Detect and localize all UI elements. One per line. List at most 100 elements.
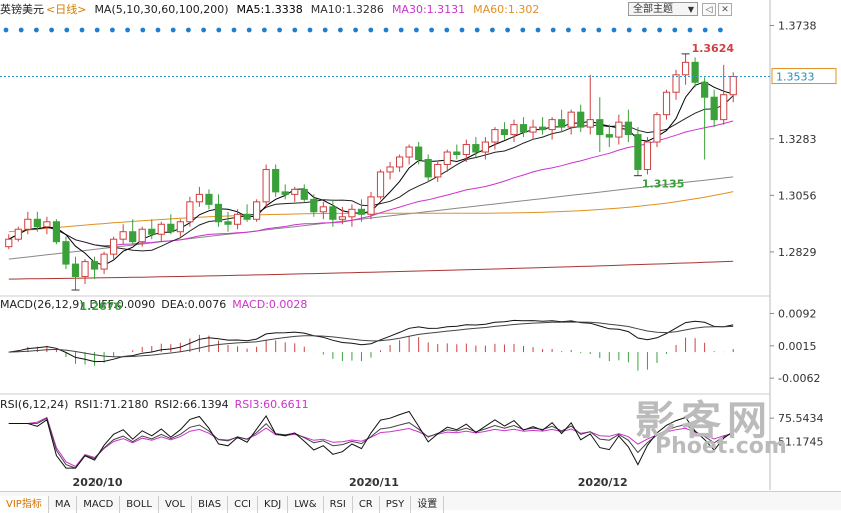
candle-up[interactable] (81, 261, 89, 278)
close-icon[interactable]: ✕ (718, 3, 732, 16)
candle-up[interactable] (348, 208, 356, 218)
candle-up[interactable] (729, 76, 737, 96)
candle-down[interactable] (415, 146, 423, 160)
marker-dot (170, 27, 176, 33)
candle-up[interactable] (395, 156, 404, 168)
candle-up[interactable] (110, 238, 118, 255)
candle-up[interactable] (5, 238, 13, 248)
candle-down[interactable] (33, 218, 41, 228)
candle-up[interactable] (672, 74, 680, 93)
candle-up[interactable] (529, 126, 537, 133)
tab-settings[interactable]: 设置 (411, 496, 445, 513)
candle-up[interactable] (195, 193, 204, 203)
candle-up[interactable] (643, 141, 652, 170)
candle-up[interactable] (443, 151, 451, 165)
candle-up[interactable] (720, 94, 728, 121)
period-label[interactable]: <日线> (46, 3, 87, 16)
rsi-title[interactable]: RSI(6,12,24) (0, 398, 69, 411)
candle-down[interactable] (500, 129, 509, 136)
theme-dropdown[interactable]: 全部主题 ▼ (628, 2, 698, 16)
candle-up[interactable] (291, 188, 299, 195)
candle-up[interactable] (662, 91, 671, 116)
candle-down[interactable] (71, 263, 80, 278)
candle-up[interactable] (548, 119, 556, 131)
tab-lw[interactable]: LW& (288, 496, 324, 513)
candle-up[interactable] (481, 141, 489, 153)
candle-down[interactable] (167, 223, 175, 233)
candle-up[interactable] (510, 124, 518, 136)
candle-up[interactable] (253, 201, 261, 220)
candle-down[interactable] (596, 119, 604, 136)
candle-down[interactable] (357, 208, 366, 215)
candle-up[interactable] (233, 213, 242, 225)
candle-down[interactable] (634, 134, 642, 170)
candle-up[interactable] (24, 218, 32, 230)
candle-up[interactable] (681, 61, 690, 76)
tab-bias[interactable]: BIAS (192, 496, 229, 513)
candle-up[interactable] (43, 221, 51, 228)
tab-psy[interactable]: PSY (380, 496, 412, 513)
candle-up[interactable] (14, 228, 22, 240)
candle-up[interactable] (462, 144, 470, 156)
candle-down[interactable] (205, 193, 213, 205)
candle-down[interactable] (272, 168, 280, 193)
tab-kdj[interactable]: KDJ (258, 496, 289, 513)
candle-down[interactable] (329, 206, 337, 220)
candle-up[interactable] (367, 196, 375, 215)
tab-ma[interactable]: MA (49, 496, 78, 513)
candle-up[interactable] (615, 121, 623, 138)
candle-up[interactable] (138, 228, 146, 243)
candle-up[interactable] (434, 163, 442, 178)
candle-down[interactable] (424, 158, 432, 178)
candle-down[interactable] (52, 221, 61, 243)
candle-up[interactable] (186, 201, 194, 223)
candle-down[interactable] (310, 198, 318, 213)
candle-down[interactable] (624, 121, 632, 136)
tab-boll[interactable]: BOLL (120, 496, 159, 513)
candle-down[interactable] (472, 144, 480, 153)
macd-title[interactable]: MACD(26,12,9) (0, 298, 84, 311)
candle-down[interactable] (300, 188, 308, 200)
candle-up[interactable] (157, 223, 165, 235)
candle-down[interactable] (129, 231, 137, 243)
candle-up[interactable] (176, 221, 184, 233)
candle-down[interactable] (605, 134, 613, 138)
candle-up[interactable] (567, 111, 575, 128)
candle-up[interactable] (100, 253, 108, 270)
candle-up[interactable] (319, 206, 327, 213)
candle-down[interactable] (691, 61, 699, 83)
candle-down[interactable] (538, 126, 547, 131)
candle-down[interactable] (148, 228, 156, 235)
candle-down[interactable] (453, 151, 461, 156)
candle-up[interactable] (376, 171, 385, 198)
prev-icon[interactable]: ◁ (702, 3, 716, 16)
candle-down[interactable] (558, 119, 566, 128)
candle-down[interactable] (62, 241, 70, 265)
candle-down[interactable] (243, 213, 251, 220)
candle-up[interactable] (405, 146, 413, 158)
candle-down[interactable] (701, 81, 709, 98)
candle-up[interactable] (262, 168, 270, 203)
candle-down[interactable] (281, 191, 289, 195)
candle-down[interactable] (224, 221, 232, 225)
y-tick-label: 1.3056 (778, 189, 817, 202)
tab-macd[interactable]: MACD (77, 496, 121, 513)
candle-up[interactable] (491, 129, 499, 143)
tab-rsi[interactable]: RSI (324, 496, 353, 513)
candle-up[interactable] (338, 216, 347, 220)
tab-vip[interactable]: VIP指标 (0, 496, 49, 513)
ma-params-label[interactable]: MA(5,10,30,60,100,200) (94, 3, 229, 16)
tab-cci[interactable]: CCI (228, 496, 259, 513)
candle-down[interactable] (577, 111, 585, 128)
candle-up[interactable] (653, 114, 661, 143)
candle-up[interactable] (386, 166, 394, 173)
candle-down[interactable] (90, 261, 99, 270)
candle-down[interactable] (710, 96, 718, 121)
tab-cr[interactable]: CR (353, 496, 380, 513)
candle-down[interactable] (519, 124, 528, 133)
price-chart[interactable]: 1.3624 1.2676 1.3135 1.3738 1.3283 1.3056 1.2… (0, 0, 841, 490)
candle-up[interactable] (586, 119, 594, 128)
candle-up[interactable] (119, 231, 127, 240)
tab-vol[interactable]: VOL (159, 496, 193, 513)
candle-down[interactable] (214, 203, 223, 223)
